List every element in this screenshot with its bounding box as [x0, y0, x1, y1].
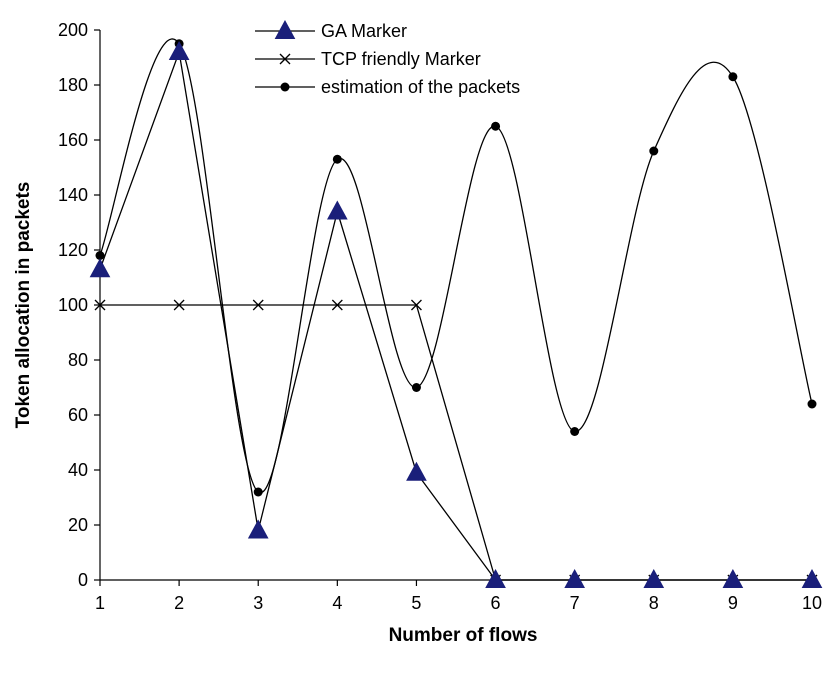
data-point [564, 568, 586, 588]
y-axis-title: Token allocation in packets [13, 182, 34, 429]
y-tick-label: 20 [68, 515, 88, 535]
y-tick-label: 200 [58, 20, 88, 40]
data-point [570, 427, 580, 436]
x-marker-stroke [252, 299, 264, 311]
x-tick-label: 7 [570, 593, 580, 613]
series-1 [94, 299, 818, 586]
data-point [649, 146, 659, 156]
x-marker-stroke [173, 299, 185, 311]
legend-label: GA Marker [321, 21, 407, 41]
y-tick-label: 180 [58, 75, 88, 95]
data-point [410, 299, 422, 311]
legend-marker [274, 19, 296, 39]
data-point [173, 299, 185, 311]
data-point [252, 299, 264, 311]
legend-entry: estimation of the packets [255, 77, 520, 97]
x-tick-label: 10 [802, 593, 822, 613]
data-point [728, 72, 738, 82]
y-tick-label: 160 [58, 130, 88, 150]
x-tick-label: 4 [332, 593, 342, 613]
x-marker-stroke [94, 299, 106, 311]
data-point [411, 383, 421, 392]
data-series [89, 38, 823, 588]
data-point [89, 258, 111, 278]
x-axis-title: Number of flows [389, 625, 538, 646]
series-0 [89, 40, 823, 588]
x-marker-stroke [331, 299, 343, 311]
x-tick-label: 5 [411, 593, 421, 613]
data-point [331, 299, 343, 311]
x-tick-label: 8 [649, 593, 659, 613]
y-tick-label: 0 [78, 570, 88, 590]
legend-marker [279, 53, 291, 65]
y-tick-label: 40 [68, 460, 88, 480]
series-2 [95, 38, 817, 497]
data-point [722, 568, 744, 588]
x-marker-stroke [279, 53, 291, 65]
legend-entry: TCP friendly Marker [255, 49, 481, 69]
data-point [801, 568, 823, 588]
data-point [807, 399, 817, 409]
y-tick-label: 140 [58, 185, 88, 205]
x-marker-stroke [410, 299, 422, 311]
legend-label: estimation of the packets [321, 77, 520, 97]
y-tick-label: 80 [68, 350, 88, 370]
legend-entry: GA Marker [255, 19, 407, 41]
data-point [643, 568, 665, 588]
series-line [99, 49, 812, 581]
data-point [491, 121, 501, 131]
legend-label: TCP friendly Marker [321, 49, 481, 69]
data-point [95, 251, 105, 260]
y-tick-label: 100 [58, 295, 88, 315]
data-point [253, 487, 263, 497]
legend-marker [280, 82, 290, 92]
x-tick-label: 2 [174, 593, 184, 613]
x-tick-label: 3 [253, 593, 263, 613]
x-tick-label: 9 [728, 593, 738, 613]
data-point [94, 299, 106, 311]
series-line [100, 304, 812, 581]
data-point [326, 200, 348, 220]
tick-labels: 0 20 40 60 80 100 120 140 160 180 200 1 2 3 4 5 6 7 8 9 10 [58, 20, 822, 613]
x-tick-label: 1 [95, 593, 105, 613]
series-line [99, 38, 813, 493]
y-tick-label: 120 [58, 240, 88, 260]
y-tick-label: 60 [68, 405, 88, 425]
data-point [332, 154, 342, 164]
data-point [406, 461, 427, 481]
data-point [485, 568, 506, 588]
data-point [168, 40, 190, 60]
axes [94, 29, 813, 586]
data-point [247, 519, 269, 539]
x-tick-label: 6 [491, 593, 501, 613]
legend: GA Marker TCP friendly Marker estimation o… [255, 19, 520, 97]
